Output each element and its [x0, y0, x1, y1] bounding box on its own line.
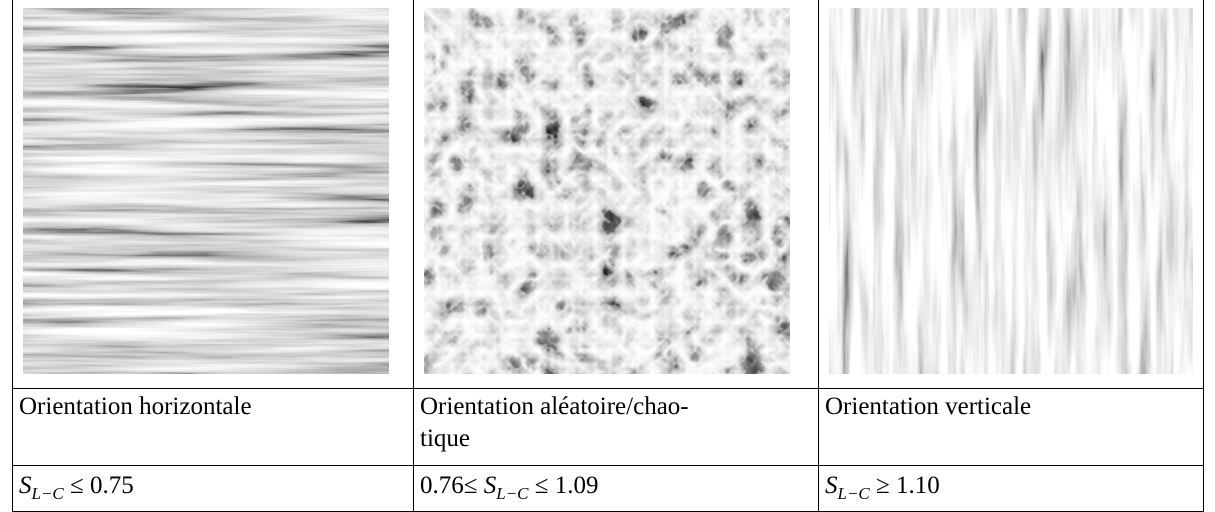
- subscript: L−C: [31, 484, 64, 503]
- subscript: L−C: [496, 484, 529, 503]
- caption-cell: Orientation horizontale: [12, 388, 414, 466]
- caption-line: Orientation aléatoire/chao-: [420, 393, 689, 420]
- texture-vertical: [829, 8, 1193, 374]
- caption-line: Orientation verticale: [825, 393, 1032, 420]
- subscript: L−C: [837, 484, 870, 503]
- figure-table: Orientation horizontale Orientation aléat…: [12, 0, 1204, 512]
- criterion-cell: SL−C ≥ 1.10: [818, 465, 1204, 512]
- criterion-cell: 0.76≤ SL−C ≤ 1.09: [413, 465, 819, 512]
- criterion-prefix: 0.76≤: [420, 472, 484, 499]
- symbol: S: [19, 472, 32, 499]
- caption-line: tique: [420, 425, 470, 452]
- image-cell: [818, 0, 1204, 389]
- criterion-suffix: ≤ 0.75: [63, 472, 134, 499]
- caption-cell: Orientation aléatoire/chao-tique: [413, 388, 819, 466]
- symbol: S: [483, 472, 497, 499]
- caption-line: Orientation horizontale: [19, 393, 252, 420]
- caption-cell: Orientation verticale: [818, 388, 1204, 466]
- symbol: S: [825, 472, 838, 499]
- image-cell: [12, 0, 414, 389]
- texture-random: [424, 8, 790, 374]
- texture-horizontal: [23, 8, 389, 374]
- image-cell: [413, 0, 819, 389]
- criterion-cell: SL−C ≤ 0.75: [12, 465, 414, 512]
- criterion-suffix: ≥ 1.10: [869, 472, 940, 499]
- criterion-suffix: ≤ 1.09: [528, 472, 599, 499]
- page: Orientation horizontale Orientation aléat…: [12, 0, 1204, 512]
